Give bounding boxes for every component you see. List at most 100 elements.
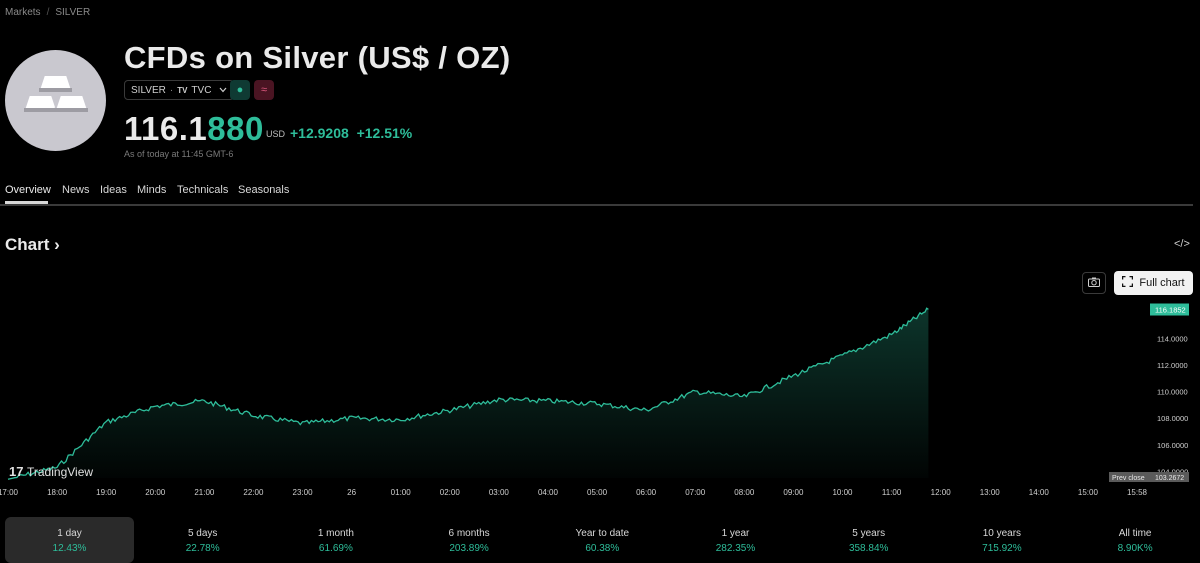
x-tick-label: 04:00 xyxy=(538,488,559,497)
range-value: 61.69% xyxy=(318,543,353,554)
range-label: 1 year xyxy=(721,528,750,539)
x-tick-label: 21:00 xyxy=(194,488,215,497)
x-tick-label: 02:00 xyxy=(440,488,461,497)
x-tick-label: 26 xyxy=(347,488,356,497)
range-value: 715.92% xyxy=(982,543,1022,554)
price-area xyxy=(8,308,929,480)
x-tick-label: 20:00 xyxy=(145,488,166,497)
symbol-dot-separator: · xyxy=(169,84,174,96)
chart-title-text: Chart xyxy=(5,235,50,254)
screenshot-button[interactable] xyxy=(1082,272,1106,294)
exchange-label: TVC xyxy=(191,84,212,96)
page-title: CFDs on Silver (US$ / OZ) xyxy=(124,40,511,75)
tradingview-watermark: 17 TradingView xyxy=(9,464,93,479)
tab-seasonals[interactable]: Seasonals xyxy=(238,184,290,196)
last-price-label: 116.1852 xyxy=(1155,306,1186,315)
range-value: 8.90K% xyxy=(1117,543,1153,554)
price-chart[interactable]: 104.0000 106.0000 108.0000 110.0000 112.0000… xyxy=(0,300,1200,512)
breadcrumb: Markets / SILVER xyxy=(5,7,90,18)
x-tick-label: 19:00 xyxy=(96,488,117,497)
range-year-to-date[interactable]: Year to date 60.38% xyxy=(538,517,667,563)
tab-ideas[interactable]: Ideas xyxy=(100,184,127,196)
range-5-days[interactable]: 5 days 22.78% xyxy=(138,517,267,563)
market-open-icon[interactable]: ● xyxy=(230,80,250,100)
range-label: Year to date xyxy=(575,528,630,539)
price-change: +12.9208 +12.51% xyxy=(290,125,412,141)
symbol-label: SILVER xyxy=(131,84,166,96)
active-tab-indicator xyxy=(5,201,48,204)
x-tick-label: 22:00 xyxy=(243,488,264,497)
price-timestamp: As of today at 11:45 GMT-6 xyxy=(124,149,234,159)
x-tick-label: 10:00 xyxy=(832,488,853,497)
breadcrumb-current[interactable]: SILVER xyxy=(55,7,91,18)
tab-minds[interactable]: Minds xyxy=(137,184,167,196)
range-1-year[interactable]: 1 year 282.35% xyxy=(671,517,800,563)
range-label: 10 years xyxy=(982,528,1022,539)
x-tick-label: 15:58 xyxy=(1127,488,1148,497)
prev-close-label: Prev close xyxy=(1112,475,1145,482)
tab-bar: Overview News Ideas Minds Technicals Sea… xyxy=(0,184,1193,206)
price-currency: USD xyxy=(266,129,286,139)
x-tick-label: 05:00 xyxy=(587,488,608,497)
tv-logo-icon: TV xyxy=(177,85,188,95)
x-tick-label: 08:00 xyxy=(734,488,755,497)
prev-close-tag xyxy=(1109,472,1189,482)
chevron-down-icon xyxy=(219,85,227,96)
y-tick-label: 114.0000 xyxy=(1157,335,1188,344)
range-value: 60.38% xyxy=(585,543,620,554)
tab-overview[interactable]: Overview xyxy=(5,184,51,196)
prev-close-value: 103.2672 xyxy=(1155,475,1184,482)
range-value: 12.43% xyxy=(52,543,87,554)
full-chart-label: Full chart xyxy=(1139,277,1185,289)
embed-code-icon[interactable]: </> xyxy=(1174,238,1190,250)
x-tick-label: 14:00 xyxy=(1029,488,1050,497)
cfd-icon[interactable]: ≈ xyxy=(254,80,274,100)
change-abs: +12.9208 xyxy=(290,125,349,141)
range-5-years[interactable]: 5 years 358.84% xyxy=(804,517,933,563)
full-chart-button[interactable]: Full chart xyxy=(1114,271,1193,295)
y-tick-label: 108.0000 xyxy=(1157,414,1188,423)
x-tick-label: 12:00 xyxy=(931,488,952,497)
watermark-text: TradingView xyxy=(27,465,93,479)
x-tick-label: 11:00 xyxy=(882,488,902,497)
range-value: 282.35% xyxy=(715,543,756,554)
range-1-month[interactable]: 1 month 61.69% xyxy=(271,517,400,563)
y-tick-label: 106.0000 xyxy=(1157,441,1188,450)
price-main: 116.1 xyxy=(124,110,208,147)
breadcrumb-markets[interactable]: Markets xyxy=(5,7,41,18)
tab-technicals[interactable]: Technicals xyxy=(177,184,229,196)
x-tick-label: 09:00 xyxy=(783,488,804,497)
symbol-selector[interactable]: SILVER · TV TVC xyxy=(124,80,235,100)
range-label: All time xyxy=(1118,528,1152,539)
x-tick-label: 06:00 xyxy=(636,488,657,497)
y-tick-label: 110.0000 xyxy=(1157,388,1188,397)
range-1-day[interactable]: 1 day 12.43% xyxy=(5,517,134,563)
range-label: 1 day xyxy=(57,528,82,539)
x-tick-label: 03:00 xyxy=(489,488,510,497)
range-all-time[interactable]: All time 8.90K% xyxy=(1071,517,1200,563)
last-price-tag xyxy=(1150,303,1189,316)
tab-news[interactable]: News xyxy=(62,184,90,196)
svg-text:17: 17 xyxy=(9,464,23,479)
silver-bars-icon xyxy=(5,50,106,151)
chart-section-title[interactable]: Chart › xyxy=(5,235,60,255)
y-tick-label: 112.0000 xyxy=(1157,361,1188,370)
range-6-months[interactable]: 6 months 203.89% xyxy=(405,517,534,563)
price-highlight: 880 xyxy=(207,110,264,147)
x-tick-label: 01:00 xyxy=(391,488,412,497)
change-pct: +12.51% xyxy=(356,125,413,141)
x-tick-label: 23:00 xyxy=(293,488,314,497)
fullscreen-icon xyxy=(1122,275,1134,290)
x-tick-label: 17:00 xyxy=(0,488,19,497)
range-value: 203.89% xyxy=(449,543,489,554)
camera-icon xyxy=(1088,274,1100,292)
x-tick-label: 13:00 xyxy=(980,488,1001,497)
breadcrumb-separator: / xyxy=(46,7,50,18)
range-label: 5 years xyxy=(852,528,886,539)
range-value: 22.78% xyxy=(185,543,220,554)
x-tick-label: 18:00 xyxy=(47,488,68,497)
range-10-years[interactable]: 10 years 715.92% xyxy=(937,517,1066,563)
x-tick-label: 15:00 xyxy=(1078,488,1099,497)
range-label: 5 days xyxy=(187,528,218,539)
last-price: 116.1880 xyxy=(124,110,264,148)
